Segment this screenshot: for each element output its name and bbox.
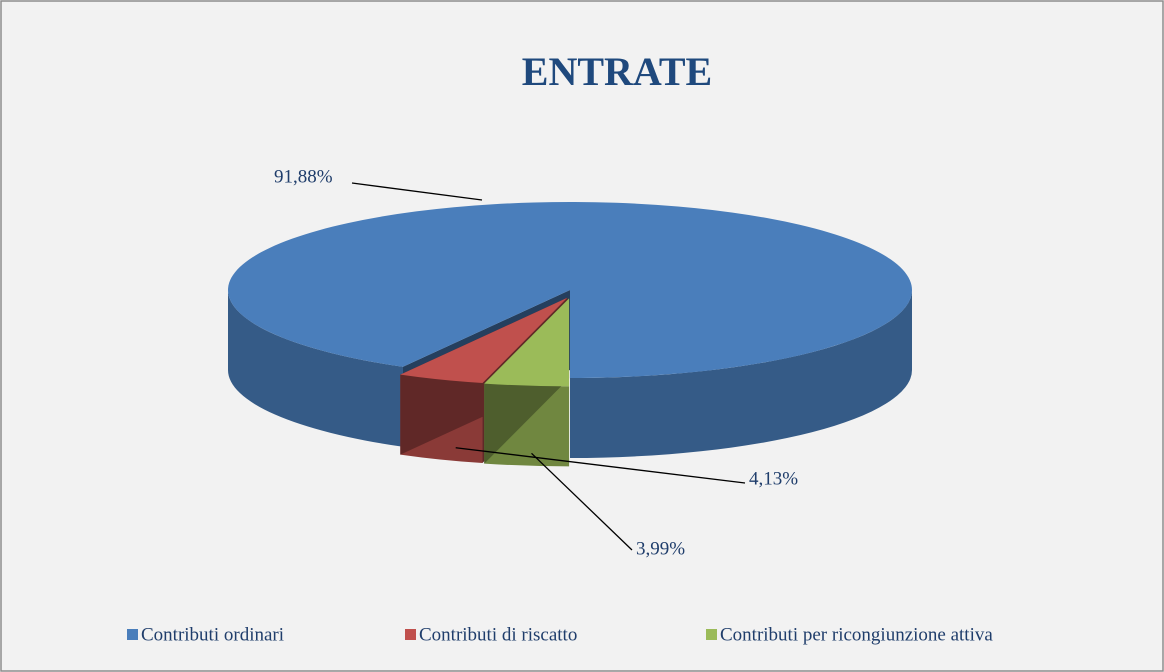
legend-label: Contributi ordinari (141, 624, 284, 645)
slice (400, 297, 568, 384)
legend-label: Contributi di riscatto (419, 624, 577, 645)
slice-side (570, 290, 912, 458)
chart-title: ENTRATE (522, 49, 712, 94)
leader-line (531, 452, 633, 551)
data-label: 91,88% (274, 166, 333, 187)
slice (484, 298, 570, 387)
slice (227, 201, 912, 378)
leader-line (455, 447, 746, 484)
legend-swatch (706, 629, 717, 640)
legend-label: Contributi per ricongiunzione attiva (720, 624, 993, 645)
legend-swatch (405, 629, 416, 640)
leader-line (351, 182, 483, 201)
legend-swatch (127, 629, 138, 640)
data-label: 3,99% (636, 538, 685, 559)
data-label: 4,13% (749, 468, 798, 489)
slice-side (228, 290, 403, 447)
